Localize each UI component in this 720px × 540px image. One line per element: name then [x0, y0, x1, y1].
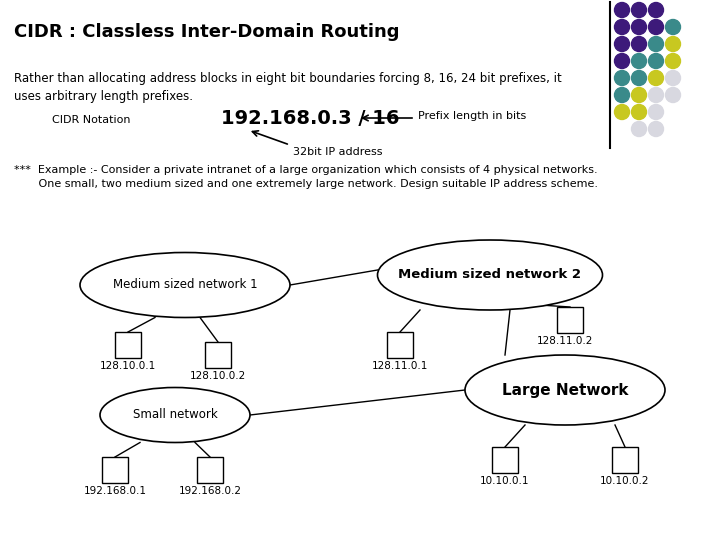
Text: Prefix length in bits: Prefix length in bits — [418, 111, 526, 121]
Text: 192.168.0.3 / 16: 192.168.0.3 / 16 — [221, 109, 400, 127]
Circle shape — [649, 53, 664, 69]
Circle shape — [665, 53, 680, 69]
Ellipse shape — [100, 388, 250, 442]
Text: ***  Example :- Consider a private intranet of a large organization which consis: *** Example :- Consider a private intran… — [14, 165, 598, 175]
Text: 128.10.0.1: 128.10.0.1 — [100, 361, 156, 371]
Ellipse shape — [80, 253, 290, 318]
Circle shape — [631, 3, 647, 17]
Bar — [492, 447, 518, 473]
Circle shape — [631, 105, 647, 119]
Circle shape — [665, 37, 680, 51]
Bar — [115, 332, 141, 358]
Circle shape — [665, 19, 680, 35]
Ellipse shape — [377, 240, 603, 310]
Bar — [205, 342, 231, 368]
Text: Large Network: Large Network — [502, 382, 629, 397]
Text: 192.168.0.1: 192.168.0.1 — [84, 486, 146, 496]
Text: 32bit IP address: 32bit IP address — [293, 147, 382, 157]
Circle shape — [649, 71, 664, 85]
Circle shape — [614, 19, 629, 35]
Text: CIDR Notation: CIDR Notation — [52, 115, 130, 125]
Circle shape — [631, 122, 647, 137]
Circle shape — [665, 87, 680, 103]
Text: 192.168.0.2: 192.168.0.2 — [179, 486, 241, 496]
Circle shape — [614, 3, 629, 17]
Bar — [102, 457, 128, 483]
Text: Medium sized network 1: Medium sized network 1 — [113, 279, 257, 292]
Circle shape — [614, 71, 629, 85]
Circle shape — [649, 122, 664, 137]
Circle shape — [614, 87, 629, 103]
Circle shape — [649, 3, 664, 17]
Ellipse shape — [465, 355, 665, 425]
Text: 128.11.0.2: 128.11.0.2 — [537, 336, 593, 346]
Bar — [557, 307, 583, 333]
Circle shape — [631, 53, 647, 69]
Text: One small, two medium sized and one extremely large network. Design suitable IP : One small, two medium sized and one extr… — [14, 179, 598, 189]
Text: Medium sized network 2: Medium sized network 2 — [398, 268, 582, 281]
Circle shape — [614, 105, 629, 119]
Circle shape — [631, 37, 647, 51]
Circle shape — [631, 71, 647, 85]
Text: 128.10.0.2: 128.10.0.2 — [190, 371, 246, 381]
Text: 128.11.0.1: 128.11.0.1 — [372, 361, 428, 371]
Text: 10.10.0.1: 10.10.0.1 — [480, 476, 530, 486]
Circle shape — [614, 53, 629, 69]
Text: Rather than allocating address blocks in eight bit boundaries forcing 8, 16, 24 : Rather than allocating address blocks in… — [14, 72, 562, 103]
Circle shape — [649, 37, 664, 51]
Circle shape — [631, 19, 647, 35]
Bar — [387, 332, 413, 358]
Circle shape — [649, 19, 664, 35]
Text: 10.10.0.2: 10.10.0.2 — [600, 476, 649, 486]
Text: Small network: Small network — [132, 408, 217, 422]
Bar — [197, 457, 223, 483]
Circle shape — [614, 37, 629, 51]
Bar — [612, 447, 638, 473]
Circle shape — [631, 87, 647, 103]
Circle shape — [665, 71, 680, 85]
Text: CIDR : Classless Inter-Domain Routing: CIDR : Classless Inter-Domain Routing — [14, 23, 400, 41]
Circle shape — [649, 87, 664, 103]
Circle shape — [649, 105, 664, 119]
